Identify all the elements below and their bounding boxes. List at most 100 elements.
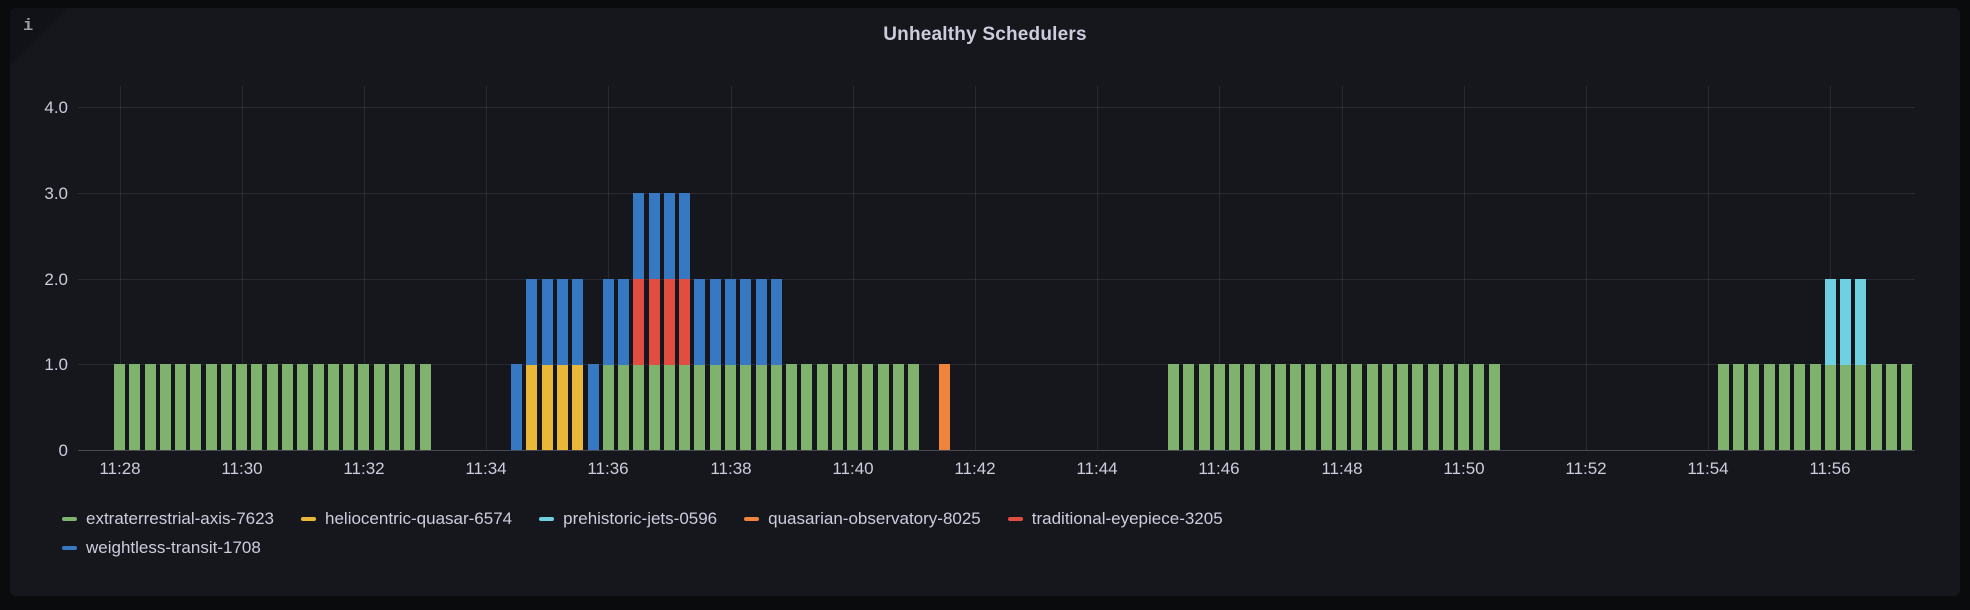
bar-segment-weightless-transit-1708[interactable] bbox=[633, 193, 644, 279]
bar-segment-extraterrestrial-axis-7623[interactable] bbox=[389, 364, 400, 450]
bar-segment-extraterrestrial-axis-7623[interactable] bbox=[1718, 364, 1729, 450]
bar-segment-extraterrestrial-axis-7623[interactable] bbox=[129, 364, 140, 450]
bar-segment-weightless-transit-1708[interactable] bbox=[679, 193, 690, 279]
bar-segment-extraterrestrial-axis-7623[interactable] bbox=[1244, 364, 1255, 450]
bar-segment-prehistoric-jets-0596[interactable] bbox=[1825, 279, 1836, 365]
bar-segment-extraterrestrial-axis-7623[interactable] bbox=[1199, 364, 1210, 450]
bar-segment-extraterrestrial-axis-7623[interactable] bbox=[1733, 364, 1744, 450]
bar-segment-extraterrestrial-axis-7623[interactable] bbox=[358, 364, 369, 450]
bar-segment-extraterrestrial-axis-7623[interactable] bbox=[420, 364, 431, 450]
bar-segment-quasarian-observatory-8025[interactable] bbox=[939, 364, 950, 450]
legend-item-prehistoric-jets-0596[interactable]: prehistoric-jets-0596 bbox=[539, 509, 717, 529]
bar-segment-extraterrestrial-axis-7623[interactable] bbox=[251, 364, 262, 450]
bar-segment-extraterrestrial-axis-7623[interactable] bbox=[1840, 364, 1851, 450]
bar-segment-extraterrestrial-axis-7623[interactable] bbox=[1351, 364, 1362, 450]
bar-segment-extraterrestrial-axis-7623[interactable] bbox=[1260, 364, 1271, 450]
bar-segment-extraterrestrial-axis-7623[interactable] bbox=[160, 364, 171, 450]
bar-segment-extraterrestrial-axis-7623[interactable] bbox=[679, 364, 690, 450]
bar-segment-extraterrestrial-axis-7623[interactable] bbox=[114, 364, 125, 450]
bar-segment-extraterrestrial-axis-7623[interactable] bbox=[725, 364, 736, 450]
bar-segment-weightless-transit-1708[interactable] bbox=[725, 279, 736, 365]
bar-segment-extraterrestrial-axis-7623[interactable] bbox=[1825, 364, 1836, 450]
bar-segment-extraterrestrial-axis-7623[interactable] bbox=[206, 364, 217, 450]
legend-item-traditional-eyepiece-3205[interactable]: traditional-eyepiece-3205 bbox=[1007, 509, 1223, 529]
bar-segment-weightless-transit-1708[interactable] bbox=[511, 364, 522, 450]
bar-segment-extraterrestrial-axis-7623[interactable] bbox=[1886, 364, 1897, 450]
bar-segment-extraterrestrial-axis-7623[interactable] bbox=[1473, 364, 1484, 450]
bar-segment-extraterrestrial-axis-7623[interactable] bbox=[282, 364, 293, 450]
bar-segment-extraterrestrial-axis-7623[interactable] bbox=[175, 364, 186, 450]
bar-segment-heliocentric-quasar-6574[interactable] bbox=[557, 364, 568, 450]
bar-segment-traditional-eyepiece-3205[interactable] bbox=[633, 279, 644, 365]
bar-segment-weightless-transit-1708[interactable] bbox=[771, 279, 782, 365]
bar-segment-extraterrestrial-axis-7623[interactable] bbox=[1489, 364, 1500, 450]
bar-segment-extraterrestrial-axis-7623[interactable] bbox=[786, 364, 797, 450]
bar-segment-heliocentric-quasar-6574[interactable] bbox=[572, 364, 583, 450]
bar-segment-weightless-transit-1708[interactable] bbox=[710, 279, 721, 365]
bar-segment-extraterrestrial-axis-7623[interactable] bbox=[1397, 364, 1408, 450]
bar-segment-weightless-transit-1708[interactable] bbox=[694, 279, 705, 365]
bar-segment-extraterrestrial-axis-7623[interactable] bbox=[771, 364, 782, 450]
bar-segment-traditional-eyepiece-3205[interactable] bbox=[679, 279, 690, 365]
bar-segment-weightless-transit-1708[interactable] bbox=[756, 279, 767, 365]
bar-segment-extraterrestrial-axis-7623[interactable] bbox=[145, 364, 156, 450]
bar-segment-extraterrestrial-axis-7623[interactable] bbox=[404, 364, 415, 450]
bar-segment-extraterrestrial-axis-7623[interactable] bbox=[190, 364, 201, 450]
bar-segment-extraterrestrial-axis-7623[interactable] bbox=[1183, 364, 1194, 450]
bar-segment-weightless-transit-1708[interactable] bbox=[526, 279, 537, 365]
bar-segment-weightless-transit-1708[interactable] bbox=[588, 364, 599, 450]
bar-segment-extraterrestrial-axis-7623[interactable] bbox=[1290, 364, 1301, 450]
bar-segment-extraterrestrial-axis-7623[interactable] bbox=[893, 364, 904, 450]
bar-segment-extraterrestrial-axis-7623[interactable] bbox=[1748, 364, 1759, 450]
bar-segment-traditional-eyepiece-3205[interactable] bbox=[664, 279, 675, 365]
bar-segment-extraterrestrial-axis-7623[interactable] bbox=[1428, 364, 1439, 450]
bar-segment-traditional-eyepiece-3205[interactable] bbox=[649, 279, 660, 365]
bar-segment-extraterrestrial-axis-7623[interactable] bbox=[221, 364, 232, 450]
bar-segment-extraterrestrial-axis-7623[interactable] bbox=[908, 364, 919, 450]
legend-item-weightless-transit-1708[interactable]: weightless-transit-1708 bbox=[62, 538, 261, 558]
bar-segment-extraterrestrial-axis-7623[interactable] bbox=[1367, 364, 1378, 450]
bar-segment-weightless-transit-1708[interactable] bbox=[542, 279, 553, 365]
bar-segment-extraterrestrial-axis-7623[interactable] bbox=[236, 364, 247, 450]
legend-item-quasarian-observatory-8025[interactable]: quasarian-observatory-8025 bbox=[744, 509, 981, 529]
bar-segment-prehistoric-jets-0596[interactable] bbox=[1840, 279, 1851, 365]
bar-segment-weightless-transit-1708[interactable] bbox=[572, 279, 583, 365]
legend-item-extraterrestrial-axis-7623[interactable]: extraterrestrial-axis-7623 bbox=[62, 509, 274, 529]
bar-segment-extraterrestrial-axis-7623[interactable] bbox=[1168, 364, 1179, 450]
bar-segment-extraterrestrial-axis-7623[interactable] bbox=[694, 364, 705, 450]
bar-segment-extraterrestrial-axis-7623[interactable] bbox=[1336, 364, 1347, 450]
bar-segment-extraterrestrial-axis-7623[interactable] bbox=[618, 364, 629, 450]
bar-segment-extraterrestrial-axis-7623[interactable] bbox=[297, 364, 308, 450]
bar-segment-extraterrestrial-axis-7623[interactable] bbox=[1382, 364, 1393, 450]
bar-segment-weightless-transit-1708[interactable] bbox=[740, 279, 751, 365]
panel-info-icon[interactable] bbox=[10, 8, 68, 66]
bar-segment-extraterrestrial-axis-7623[interactable] bbox=[313, 364, 324, 450]
bar-segment-extraterrestrial-axis-7623[interactable] bbox=[1855, 364, 1866, 450]
bar-segment-prehistoric-jets-0596[interactable] bbox=[1855, 279, 1866, 365]
bar-segment-extraterrestrial-axis-7623[interactable] bbox=[633, 364, 644, 450]
bar-segment-extraterrestrial-axis-7623[interactable] bbox=[710, 364, 721, 450]
bar-segment-extraterrestrial-axis-7623[interactable] bbox=[847, 364, 858, 450]
bar-segment-extraterrestrial-axis-7623[interactable] bbox=[1901, 364, 1912, 450]
bar-segment-weightless-transit-1708[interactable] bbox=[649, 193, 660, 279]
bar-segment-extraterrestrial-axis-7623[interactable] bbox=[343, 364, 354, 450]
bar-segment-extraterrestrial-axis-7623[interactable] bbox=[328, 364, 339, 450]
legend-item-heliocentric-quasar-6574[interactable]: heliocentric-quasar-6574 bbox=[301, 509, 512, 529]
bar-segment-weightless-transit-1708[interactable] bbox=[603, 279, 614, 365]
bar-segment-weightless-transit-1708[interactable] bbox=[618, 279, 629, 365]
bar-segment-extraterrestrial-axis-7623[interactable] bbox=[374, 364, 385, 450]
bar-segment-extraterrestrial-axis-7623[interactable] bbox=[740, 364, 751, 450]
bar-segment-weightless-transit-1708[interactable] bbox=[664, 193, 675, 279]
bar-segment-extraterrestrial-axis-7623[interactable] bbox=[1443, 364, 1454, 450]
bar-segment-extraterrestrial-axis-7623[interactable] bbox=[1779, 364, 1790, 450]
bar-segment-extraterrestrial-axis-7623[interactable] bbox=[1871, 364, 1882, 450]
bar-segment-extraterrestrial-axis-7623[interactable] bbox=[1229, 364, 1240, 450]
bar-segment-extraterrestrial-axis-7623[interactable] bbox=[649, 364, 660, 450]
bar-segment-extraterrestrial-axis-7623[interactable] bbox=[1794, 364, 1805, 450]
bar-segment-extraterrestrial-axis-7623[interactable] bbox=[862, 364, 873, 450]
bar-segment-extraterrestrial-axis-7623[interactable] bbox=[267, 364, 278, 450]
bar-segment-extraterrestrial-axis-7623[interactable] bbox=[664, 364, 675, 450]
bar-segment-extraterrestrial-axis-7623[interactable] bbox=[1458, 364, 1469, 450]
bar-segment-extraterrestrial-axis-7623[interactable] bbox=[603, 364, 614, 450]
bar-segment-extraterrestrial-axis-7623[interactable] bbox=[1810, 364, 1821, 450]
